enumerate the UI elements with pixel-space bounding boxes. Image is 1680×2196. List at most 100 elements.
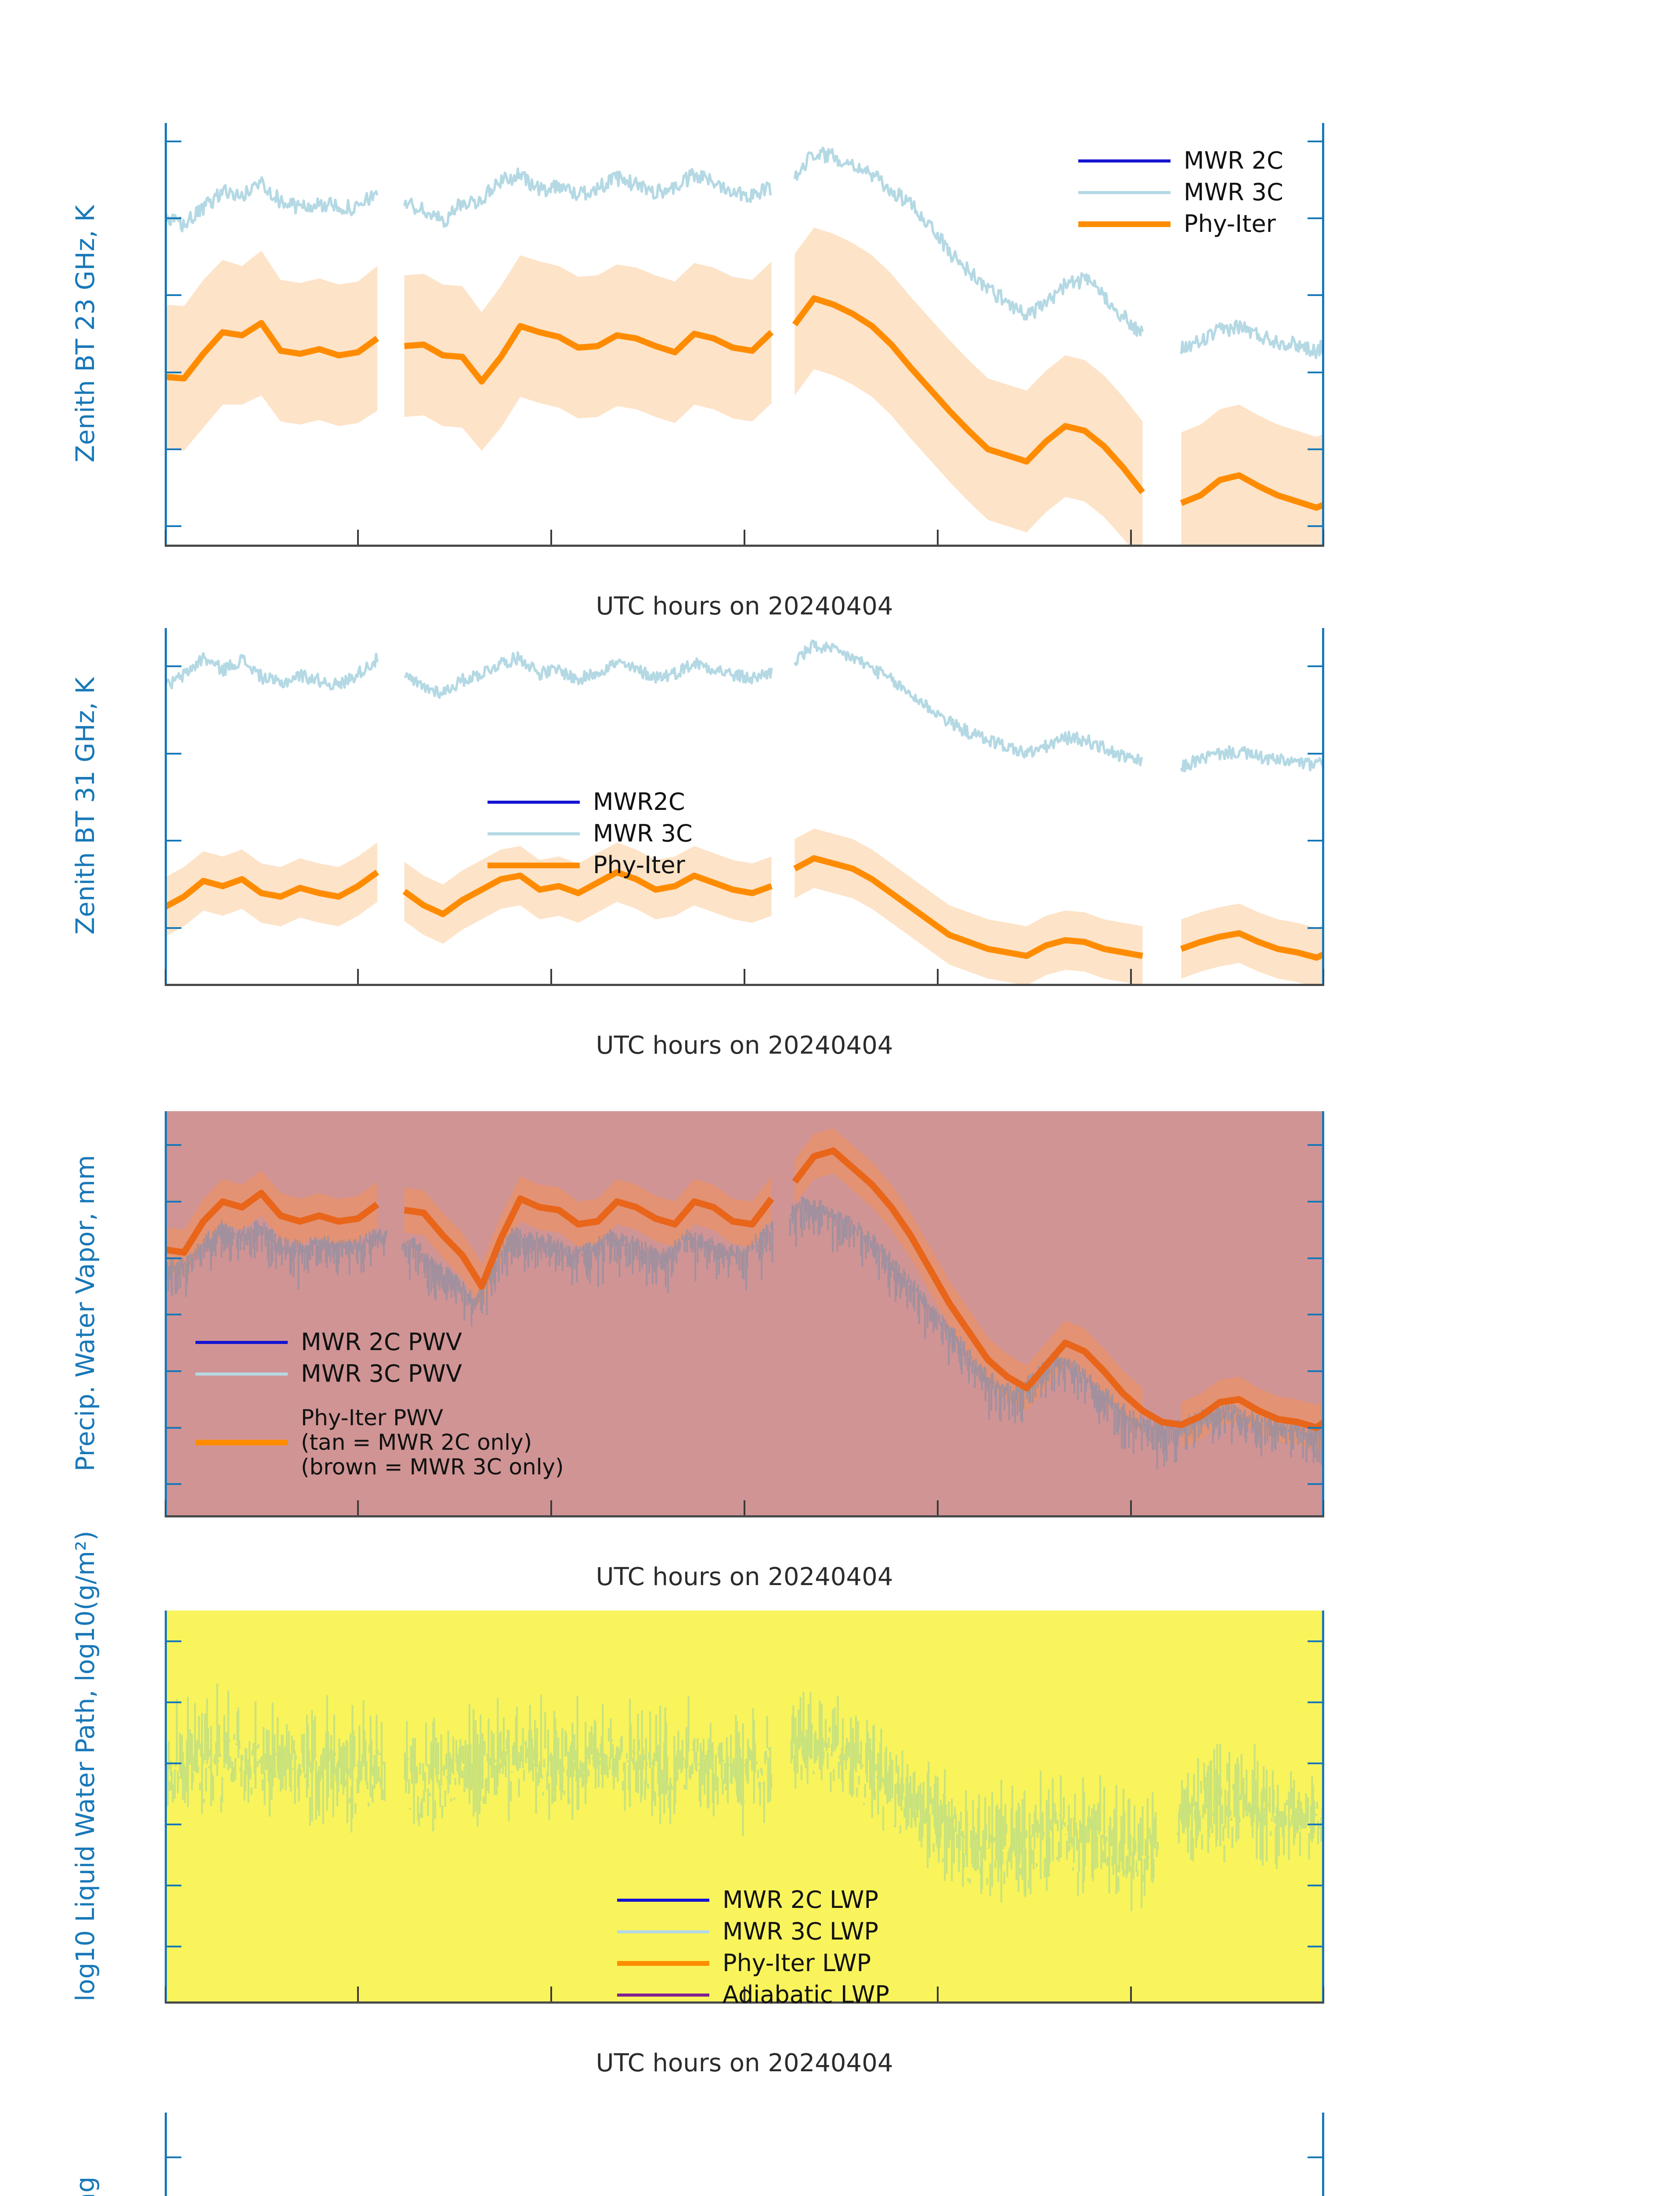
legend-item-bt23-1[interactable]: MWR 3C: [1078, 177, 1283, 208]
x-tick-bt31: [357, 969, 359, 984]
legend-label: MWR2C: [593, 787, 685, 816]
y-tick-bt23: [165, 141, 181, 143]
legend-item-bt23-2[interactable]: Phy-Iter: [1078, 208, 1283, 240]
legend-item-bt31-1[interactable]: MWR 3C: [488, 818, 693, 849]
legend-bt23: MWR 2C MWR 3C Phy-Iter: [1078, 145, 1283, 240]
x-tick-bt31: [744, 969, 745, 984]
y-tick-right-bt31: [1308, 665, 1324, 668]
y-tick-pwv: [165, 1200, 181, 1203]
legend-item-pwv-1[interactable]: MWR 3C PWV: [195, 1358, 564, 1390]
legend-item-bt23-0[interactable]: MWR 2C: [1078, 145, 1283, 177]
y-tick-right-dqflag: [1308, 2156, 1324, 2159]
phyiter-series-bt31: [793, 855, 1143, 959]
legend-item-lwp-2[interactable]: Phy-Iter LWP: [617, 1947, 889, 1979]
x-axis-title-bt23: UTC hours on 20240404: [596, 592, 893, 621]
uncertainty-band-bt23: [165, 250, 377, 451]
mwr3c-series-bt23: [793, 146, 1144, 337]
x-tick-pwv: [1323, 1500, 1324, 1515]
x-tick-lwp: [550, 1987, 552, 2001]
y-tick-right-bt23: [1308, 525, 1324, 527]
legend-item-lwp-0[interactable]: MWR 2C LWP: [617, 1884, 889, 1916]
phyiter-series-bt23: [792, 295, 1145, 495]
y-axis-line-lwp: [165, 1611, 167, 2001]
phyiter-series-bt23: [404, 323, 774, 385]
legend-item-lwp-3[interactable]: Adiabatic LWP: [617, 1979, 889, 2011]
x-tick-bt31: [550, 969, 552, 984]
y-axis-line-bt23: [165, 123, 167, 545]
legend-swatch-icon: [1078, 159, 1171, 163]
legend-item-lwp-1[interactable]: MWR 3C LWP: [617, 1916, 889, 1947]
y-tick-pwv: [165, 1257, 181, 1259]
y-tick-bt31: [165, 927, 181, 929]
y-tick-bt23: [165, 371, 181, 373]
y-tick-dqflag: [165, 2156, 181, 2159]
y-tick-right-bt23: [1308, 294, 1324, 296]
x-tick-pwv: [1130, 1500, 1132, 1515]
y-tick-lwp: [165, 1884, 181, 1886]
legend-label: MWR 3C PWV: [301, 1359, 462, 1387]
x-axis-title-lwp: UTC hours on 20240404: [596, 2049, 893, 2077]
legend-label: MWR 2C LWP: [723, 1885, 878, 1914]
legend-pwv: MWR 2C PWV MWR 3C PWV Phy-Iter PWV (tan = …: [195, 1326, 564, 1495]
x-tick-pwv: [744, 1500, 745, 1515]
mwr3c-series-bt31: [793, 639, 1143, 766]
legend-swatch-icon: [1078, 221, 1171, 227]
legend-bt31: MWR2C MWR 3C Phy-Iter: [488, 786, 693, 881]
uncertainty-band-bt31: [1181, 903, 1324, 984]
y-tick-right-lwp: [1308, 1823, 1324, 1825]
legend-item-pwv-2[interactable]: Phy-Iter PWV (tan = MWR 2C only) (brown …: [195, 1390, 564, 1495]
x-tick-bt23: [937, 530, 939, 545]
x-tick-bt31: [937, 969, 939, 984]
phyiter-series-pwv: [404, 1195, 774, 1290]
x-tick-pwv: [550, 1500, 552, 1515]
uncertainty-band-bt31: [165, 842, 377, 937]
y-tick-right-lwp: [1308, 1701, 1324, 1703]
x-tick-bt23: [165, 530, 166, 545]
y-tick-lwp: [165, 1640, 181, 1642]
x-tick-lwp: [357, 1987, 359, 2001]
legend-swatch-icon: [195, 1439, 288, 1445]
y-tick-pwv: [165, 1427, 181, 1429]
legend-item-bt31-0[interactable]: MWR2C: [488, 786, 693, 818]
x-axis-line-bt31: [165, 984, 1324, 986]
y-tick-pwv: [165, 1370, 181, 1372]
y-tick-right-pwv: [1308, 1314, 1324, 1316]
plot-area-pwv: 1.421.441.461.481.51.521.541212.51313.51…: [165, 1111, 1324, 1515]
legend-label: Phy-Iter: [1184, 209, 1276, 238]
legend-swatch-icon: [617, 1930, 709, 1933]
x-tick-pwv: [937, 1500, 939, 1515]
y-axis-right-line-lwp: [1322, 1611, 1324, 2001]
y-tick-bt23: [165, 294, 181, 296]
y-tick-right-bt23: [1308, 217, 1324, 220]
legend-swatch-icon: [195, 1372, 288, 1376]
legend-swatch-icon: [1078, 191, 1171, 194]
y-tick-right-bt31: [1308, 927, 1324, 929]
y-tick-pwv: [165, 1144, 181, 1146]
legend-label: Adiabatic LWP: [723, 1980, 889, 2008]
legend-item-pwv-0[interactable]: MWR 2C PWV: [195, 1326, 564, 1358]
y-tick-pwv: [165, 1483, 181, 1485]
x-tick-bt31: [165, 969, 166, 984]
legend-label: Phy-Iter: [593, 851, 685, 879]
x-axis-line-bt23: [165, 545, 1324, 547]
y-axis-right-line-bt23: [1322, 123, 1324, 545]
legend-item-bt31-2[interactable]: Phy-Iter: [488, 849, 693, 881]
y-tick-bt31: [165, 752, 181, 755]
y-tick-bt23: [165, 448, 181, 450]
y-tick-right-lwp: [1308, 1640, 1324, 1642]
y-axis-line-bt31: [165, 628, 167, 984]
mwr3c-series-bt23: [403, 167, 773, 228]
y-tick-right-lwp: [1308, 1762, 1324, 1764]
phyiter-series-pwv: [792, 1147, 1324, 1431]
uncertainty-band-bt23: [404, 255, 772, 451]
uncertainty-band-pwv: [165, 1170, 377, 1275]
legend-swatch-icon: [617, 1993, 709, 1997]
legend-swatch-icon: [195, 1340, 288, 1344]
plot-area-dqflag: 02468101212.51313.51414.515: [165, 2113, 1324, 2196]
y-tick-lwp: [165, 1823, 181, 1825]
